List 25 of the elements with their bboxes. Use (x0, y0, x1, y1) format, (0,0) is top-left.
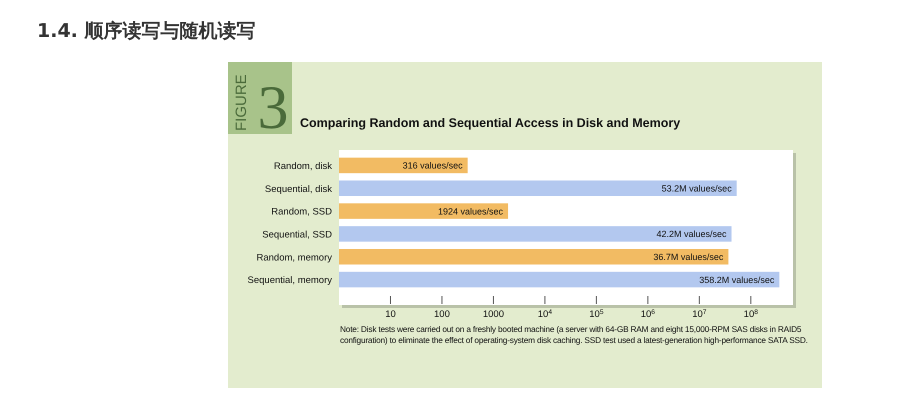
y-tick-label: Sequential, memory (248, 275, 332, 286)
data-label: 1924 values/sec (438, 206, 504, 216)
x-tick-label: 10$^{7}$ (692, 308, 707, 320)
x-tick-label: 10$^{6}$ (640, 308, 656, 320)
x-tick-label: 10$^{8}$ (744, 308, 758, 320)
text: 3 (258, 74, 288, 142)
data-label: 358.2M values/sec (699, 274, 775, 285)
data-label: 53.2M values/sec (662, 183, 732, 194)
data-label: 42.2M values/sec (656, 229, 728, 240)
y-tick-label: Random, SSD (271, 206, 332, 218)
x-tick-label: 10$^{5}$ (589, 308, 604, 320)
y-tick-label: Sequential, disk (264, 184, 332, 195)
x-tick-label: 10 (385, 309, 396, 320)
x-tick-label: 100 (434, 309, 450, 320)
text: 1.4. 顺序读写与随机读写 (37, 19, 256, 44)
text: Note: Disk tests were carried out on a freshly booted machine (a server with 64-GB RAM and eight 15,000-RPM SAS disks in RAID5 configuration) to eliminate the effect of operating-system disk caching. SSD test used a latest-generation high-performance SATA SSD. (340, 324, 809, 346)
y-tick-label: Random, disk (274, 160, 332, 172)
y-tick-label: Random, memory (256, 252, 332, 264)
data-label: 316 values/sec (402, 160, 464, 171)
chart-title: Comparing Random and Sequential Access in Disk and Memory (300, 116, 680, 130)
x-tick-label: 10$^{4}$ (538, 308, 552, 320)
y-tick-label: Sequential, SSD (262, 229, 332, 240)
data-label: 36.7M values/sec (653, 252, 724, 262)
text: FIGURE (233, 74, 250, 131)
x-tick-label: 1000 (482, 309, 504, 320)
